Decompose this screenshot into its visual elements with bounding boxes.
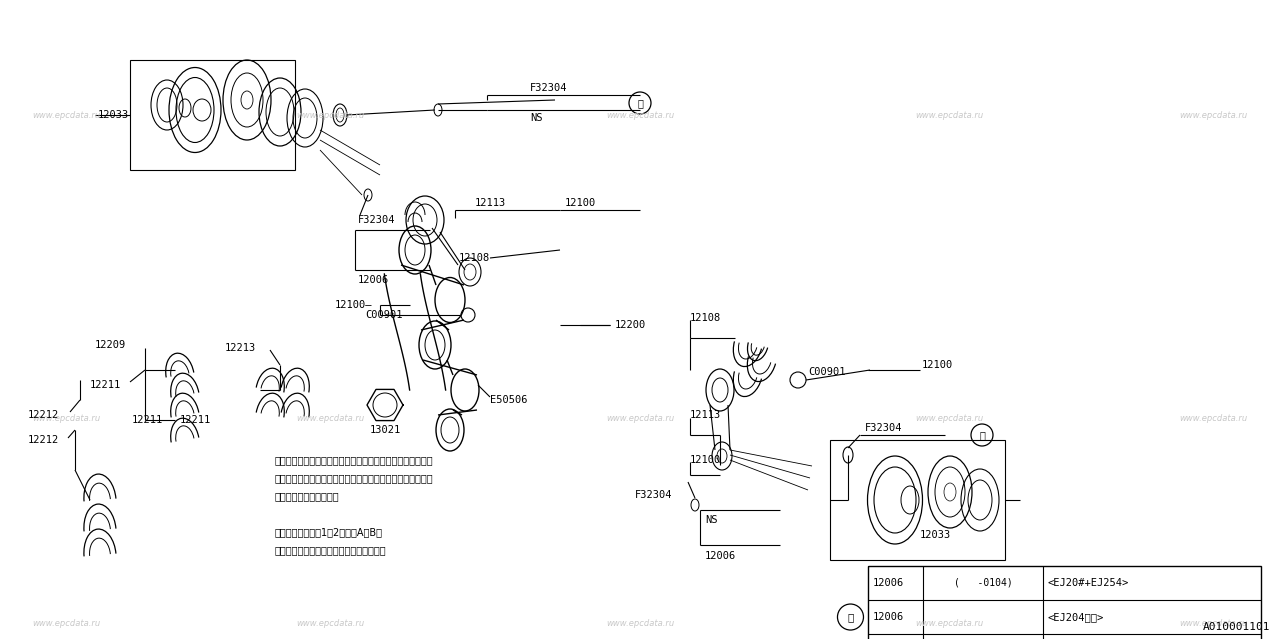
- Text: C00901—: C00901—: [365, 310, 408, 320]
- Text: www.epcdata.ru: www.epcdata.ru: [32, 414, 101, 423]
- Text: F32304: F32304: [865, 423, 902, 433]
- Text: 12113: 12113: [475, 198, 507, 208]
- Text: www.epcdata.ru: www.epcdata.ru: [915, 111, 984, 119]
- Text: C00901: C00901: [808, 367, 846, 377]
- Text: 12211: 12211: [132, 415, 164, 425]
- Text: <EJ20#+EJ254>: <EJ20#+EJ254>: [1047, 578, 1129, 588]
- Text: <EJ204以外>: <EJ204以外>: [1047, 612, 1103, 622]
- Text: www.epcdata.ru: www.epcdata.ru: [605, 414, 675, 423]
- Text: www.epcdata.ru: www.epcdata.ru: [1179, 619, 1248, 627]
- Text: 12212: 12212: [28, 435, 59, 445]
- Text: 選択部品はサービスマニュアル確認（クリアランス点検）後: 選択部品はサービスマニュアル確認（クリアランス点検）後: [275, 473, 434, 483]
- Text: www.epcdata.ru: www.epcdata.ru: [32, 111, 101, 119]
- Bar: [829, 440, 1005, 560]
- Text: www.epcdata.ru: www.epcdata.ru: [1179, 414, 1248, 423]
- Text: NS: NS: [530, 113, 543, 123]
- Text: www.epcdata.ru: www.epcdata.ru: [915, 619, 984, 627]
- Text: (   -0104): ( -0104): [954, 578, 1012, 588]
- Text: 12209: 12209: [95, 340, 127, 350]
- Text: 12212: 12212: [28, 410, 59, 420]
- Text: 12200: 12200: [614, 320, 646, 330]
- Text: 12006: 12006: [705, 551, 736, 561]
- Text: 12100: 12100: [690, 455, 721, 465]
- Text: 12006: 12006: [873, 612, 904, 622]
- Text: www.epcdata.ru: www.epcdata.ru: [605, 619, 675, 627]
- Text: www.epcdata.ru: www.epcdata.ru: [1179, 111, 1248, 119]
- Text: ①: ①: [847, 612, 854, 622]
- Text: ピストン・ピストンリング・コンロッドベアリングセットの: ピストン・ピストンリング・コンロッドベアリングセットの: [275, 455, 434, 465]
- Text: www.epcdata.ru: www.epcdata.ru: [605, 111, 675, 119]
- Text: 13021: 13021: [370, 425, 401, 435]
- Text: ピストングレード1・2またはA・Bは: ピストングレード1・2またはA・Bは: [275, 527, 383, 537]
- Text: www.epcdata.ru: www.epcdata.ru: [915, 414, 984, 423]
- Text: www.epcdata.ru: www.epcdata.ru: [296, 619, 365, 627]
- Text: ピストンヘッド部に記載されております。: ピストンヘッド部に記載されております。: [275, 545, 387, 555]
- Text: 12100—: 12100—: [335, 300, 372, 310]
- Text: 12211: 12211: [90, 380, 122, 390]
- Text: 12108: 12108: [690, 313, 721, 323]
- Text: 12213: 12213: [225, 343, 256, 353]
- Text: www.epcdata.ru: www.epcdata.ru: [32, 619, 101, 627]
- Bar: [869, 566, 1262, 639]
- Text: 12006: 12006: [358, 275, 389, 285]
- Bar: [131, 60, 294, 170]
- Text: 12113: 12113: [690, 410, 721, 420]
- Text: www.epcdata.ru: www.epcdata.ru: [296, 414, 365, 423]
- Text: ①: ①: [637, 98, 643, 108]
- Text: 12100: 12100: [564, 198, 596, 208]
- Text: 12033: 12033: [920, 530, 951, 540]
- Text: NS: NS: [705, 515, 718, 525]
- Text: ①: ①: [979, 430, 984, 440]
- Text: 12108: 12108: [458, 253, 490, 263]
- Text: ご注文お願い致します。: ご注文お願い致します。: [275, 491, 339, 501]
- Text: 12100: 12100: [922, 360, 954, 370]
- Text: A010001101: A010001101: [1202, 622, 1270, 632]
- Text: 12006: 12006: [873, 578, 904, 588]
- Text: E50506: E50506: [490, 395, 527, 405]
- Text: F32304: F32304: [530, 83, 567, 93]
- Text: F32304: F32304: [358, 215, 396, 225]
- Text: 12211: 12211: [180, 415, 211, 425]
- Text: F32304: F32304: [635, 490, 672, 500]
- Text: www.epcdata.ru: www.epcdata.ru: [296, 111, 365, 119]
- Text: 12033: 12033: [99, 110, 129, 120]
